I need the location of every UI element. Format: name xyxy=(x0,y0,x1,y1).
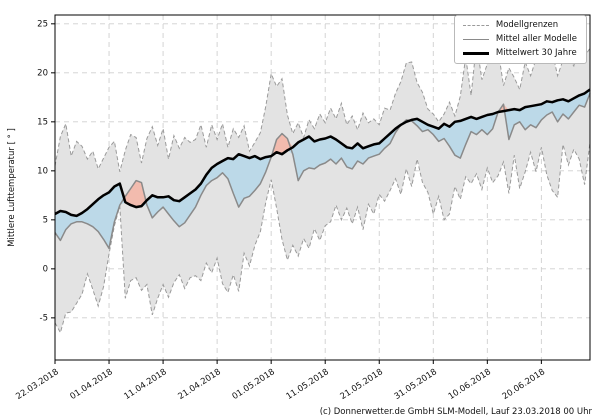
x-tick-label: 11.05.2018 xyxy=(285,367,331,402)
legend-label-climate-mean: Mittelwert 30 Jahre xyxy=(495,47,577,58)
legend-item-model-bounds: Modellgrenzen xyxy=(462,20,577,31)
y-tick-label: 15 xyxy=(37,118,48,128)
y-tick-label: 10 xyxy=(37,167,48,177)
chart-caption: (c) Donnerwetter.de GmbH SLM-Modell, Lau… xyxy=(319,407,592,417)
legend-item-climate-mean: Mittelwert 30 Jahre xyxy=(462,47,577,59)
x-tick-label: 22.03.2018 xyxy=(14,367,60,402)
chart-legend: Modellgrenzen Mittel aller Modelle Mitte… xyxy=(453,15,587,65)
gray-line-sample-icon xyxy=(462,39,489,41)
y-tick-label: 25 xyxy=(37,20,48,30)
y-tick-label: 20 xyxy=(37,69,48,79)
x-tick-label: 20.06.2018 xyxy=(501,367,547,402)
model-min-line xyxy=(54,142,591,334)
x-tick-label: 01.04.2018 xyxy=(68,367,114,402)
plot-border xyxy=(54,14,591,361)
x-tick-label: 21.04.2018 xyxy=(176,367,222,402)
dashed-line-sample-icon xyxy=(462,25,489,27)
y-tick-label: -5 xyxy=(40,314,48,324)
x-tick-label: 21.05.2018 xyxy=(339,367,385,402)
y-axis-label: Mittlere Lufttemperatur [ ° ] xyxy=(7,128,17,247)
model-mean-line xyxy=(54,93,591,250)
x-tick-label: 01.05.2018 xyxy=(231,367,277,402)
y-tick-label: 0 xyxy=(43,265,48,275)
x-tick-label: 10.06.2018 xyxy=(447,367,493,402)
model-bounds-band xyxy=(55,42,590,333)
black-line-sample-icon xyxy=(462,51,489,55)
model-max-line xyxy=(54,40,591,172)
legend-item-model-mean: Mittel aller Modelle xyxy=(462,33,577,45)
climate-mean-line xyxy=(54,88,591,218)
y-tick-label: 5 xyxy=(43,216,48,226)
legend-label-model-bounds: Modellgrenzen xyxy=(495,20,559,30)
x-tick-label: 11.04.2018 xyxy=(122,367,168,402)
x-tick-label: 31.05.2018 xyxy=(393,367,439,402)
below-climate-fill xyxy=(55,89,590,249)
legend-label-model-mean: Mittel aller Modelle xyxy=(495,33,577,44)
